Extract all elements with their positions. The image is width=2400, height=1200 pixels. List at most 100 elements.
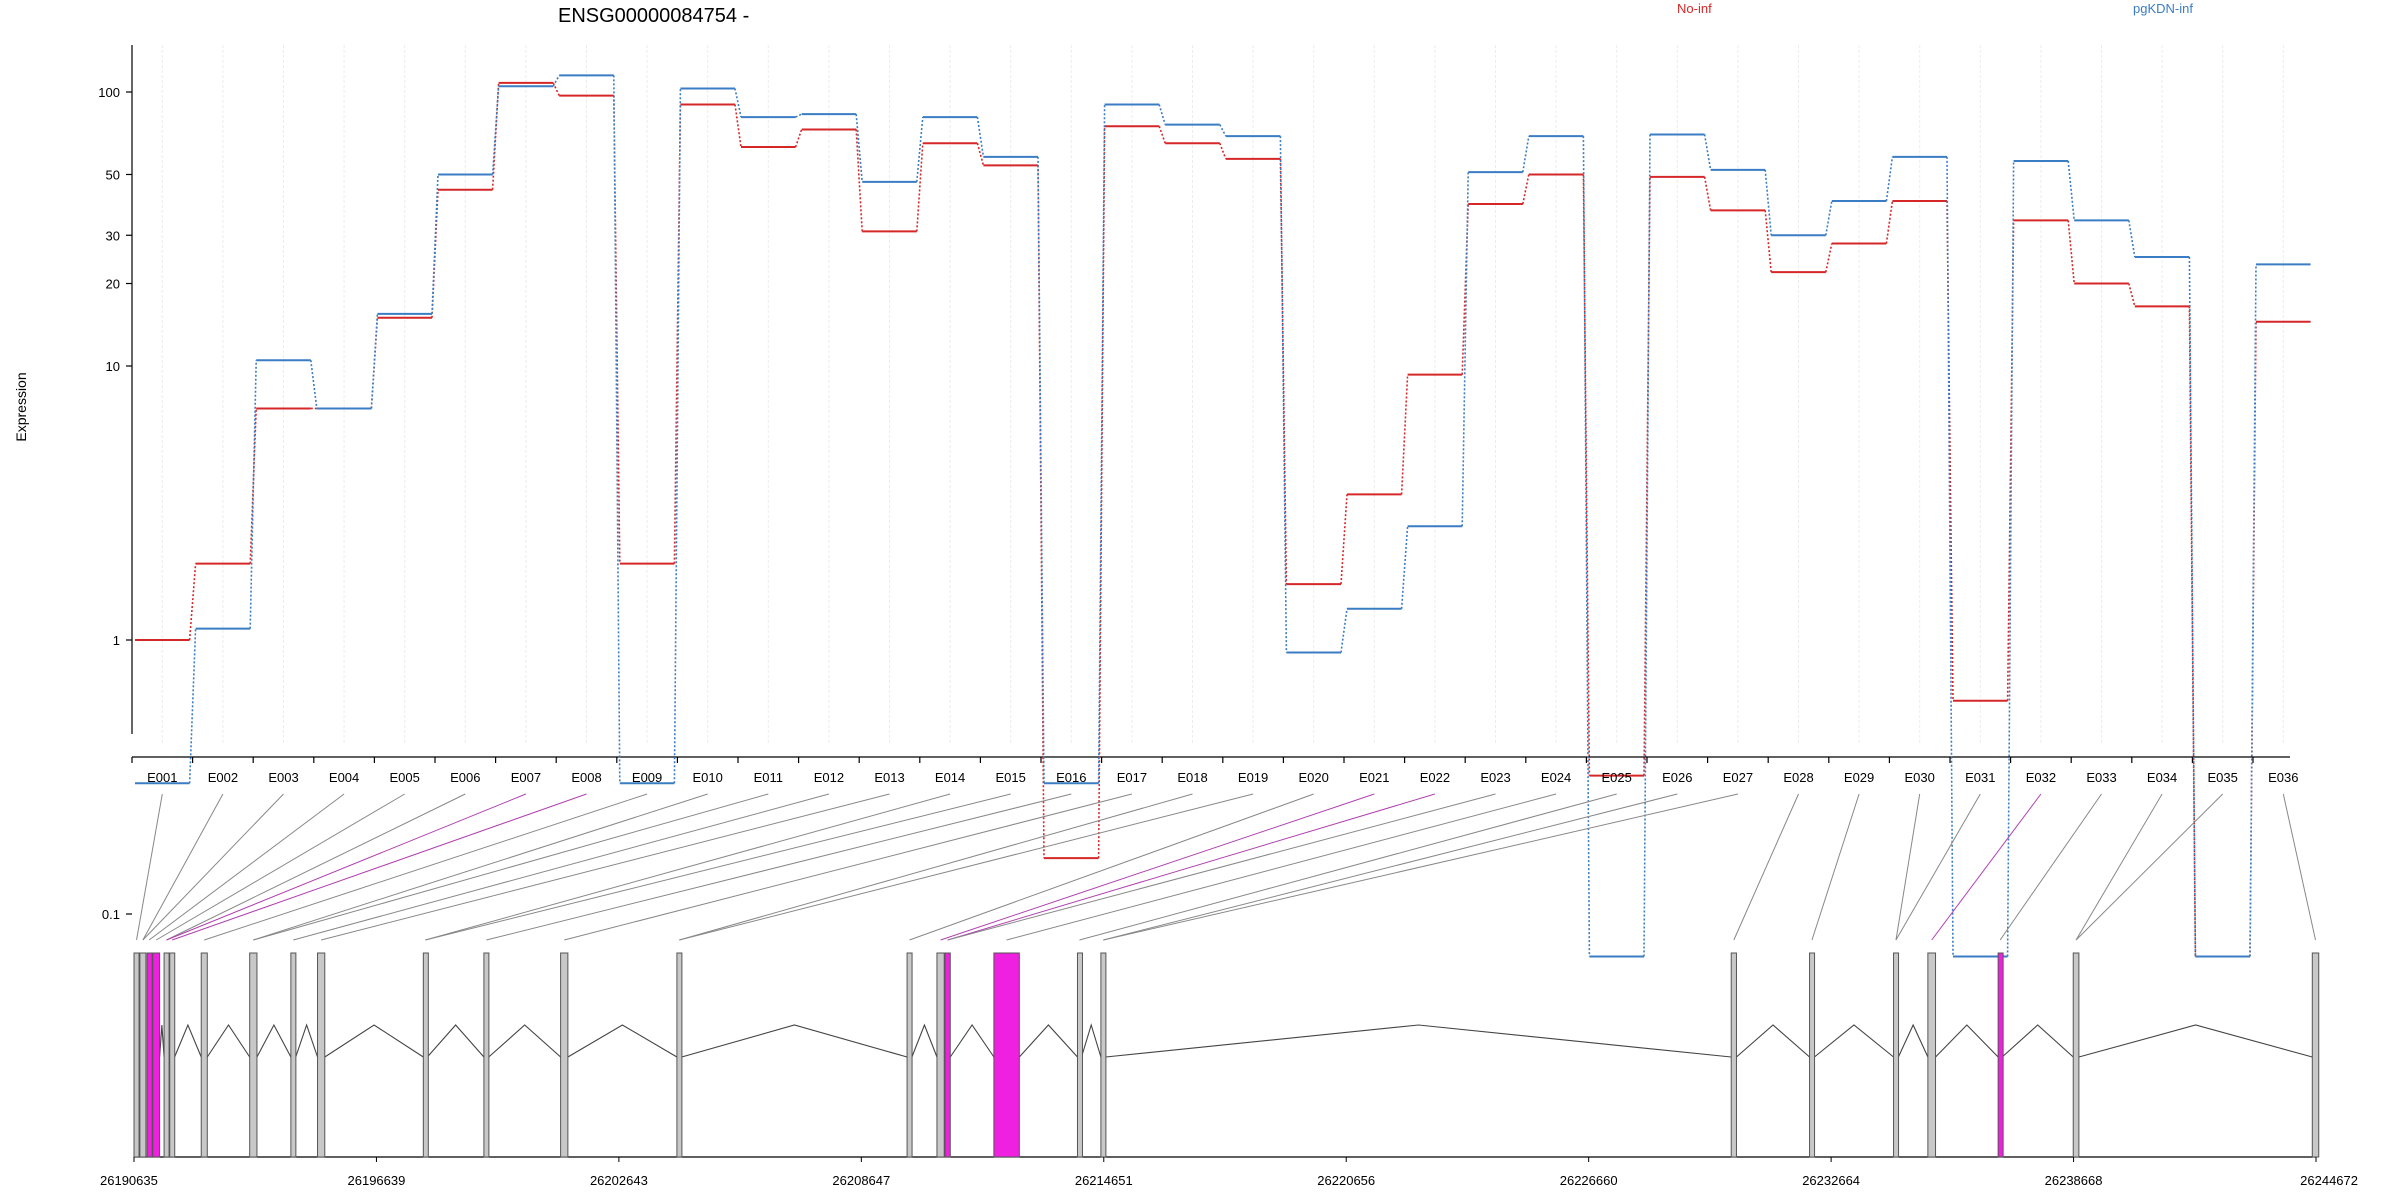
exon-block <box>139 952 147 1158</box>
plot-series <box>135 74 2311 958</box>
series-join <box>1946 156 1954 957</box>
exon-block <box>1809 952 1816 1158</box>
series-join <box>552 74 560 87</box>
exon-label: E021 <box>1359 770 1389 785</box>
series-join <box>1097 126 1106 859</box>
exon-block-highlight <box>944 952 951 1158</box>
exon-connectors <box>136 793 2317 941</box>
series-join <box>734 104 742 148</box>
exon-label: E006 <box>450 770 480 785</box>
series-join <box>1400 526 1409 609</box>
series-join <box>2128 283 2136 307</box>
series-join <box>794 129 803 148</box>
series-join <box>1825 200 1833 236</box>
series-join <box>1340 608 1348 653</box>
exon-label: E034 <box>2147 770 2177 785</box>
intron-line <box>206 1024 251 1058</box>
exon-label: E009 <box>632 770 662 785</box>
exon-label: E014 <box>935 770 965 785</box>
exon-connector <box>909 793 1314 941</box>
exon-block-highlight <box>146 952 153 1158</box>
exon-label: E001 <box>147 770 177 785</box>
series-join <box>795 113 802 118</box>
series-join <box>1219 124 1227 137</box>
exon-block <box>249 952 258 1158</box>
intron-line <box>2078 1024 2313 1058</box>
exon-connector <box>2075 793 2224 941</box>
series-join <box>1219 142 1227 160</box>
exon-label: E027 <box>1723 770 1753 785</box>
series-join <box>734 88 742 118</box>
intron-line <box>324 1024 424 1058</box>
exon-connector <box>486 793 1072 941</box>
exon-block <box>2311 952 2320 1158</box>
genomic-tick-label: 26238668 <box>2045 1173 2103 1188</box>
exon-connector <box>679 793 1254 941</box>
series-join <box>1703 134 1712 170</box>
series-join <box>1400 374 1409 495</box>
exon-connector <box>1999 793 2102 941</box>
genomic-tick-label: 26190635 <box>100 1173 158 1188</box>
series-join <box>2188 256 2197 957</box>
intron-line <box>1935 1024 1999 1058</box>
exon-label: E019 <box>1238 770 1268 785</box>
exon-connector <box>1103 793 1739 941</box>
exon-label: E017 <box>1117 770 1147 785</box>
y-tick-label: 30 <box>106 228 120 243</box>
exon-connector <box>1811 793 1860 941</box>
series-join <box>491 82 500 190</box>
series-join <box>1825 243 1833 273</box>
exon-block <box>1927 952 1937 1158</box>
exon-label: E002 <box>208 770 238 785</box>
series-no-inf <box>135 81 2311 958</box>
exon-connector <box>1079 793 1617 941</box>
exon-block <box>2072 952 2080 1158</box>
exon-label: E032 <box>2026 770 2056 785</box>
series-join <box>855 129 863 232</box>
exon-connector <box>947 793 1496 941</box>
exon-block <box>317 952 326 1158</box>
series-join <box>855 114 863 182</box>
y-tick-label: 0.1 <box>102 907 120 922</box>
intron-line <box>1018 1024 1078 1058</box>
exon-connector <box>1733 793 1799 941</box>
series-join <box>1764 169 1772 236</box>
exon-connector <box>142 793 284 941</box>
intron-line <box>1105 1024 1732 1058</box>
exon-label: E023 <box>1480 770 1510 785</box>
exon-connector <box>947 793 1436 941</box>
series-join <box>1461 172 1469 527</box>
series-join <box>1037 156 1045 784</box>
series-join <box>2067 160 2075 221</box>
genomic-axis: 26190635 26196639 26202643 26208647 26214651… <box>100 1157 2358 1188</box>
exon-block <box>133 952 140 1158</box>
series-join <box>1097 104 1106 784</box>
exon-label: E030 <box>1905 770 1935 785</box>
series-join <box>1703 176 1712 211</box>
exon-connector <box>142 793 224 941</box>
series-join <box>249 408 257 564</box>
exon-axis-labels: E001 E002 E003 E004 E005 E006 E007 E008 E009 E010… <box>147 770 2298 785</box>
exon-connector <box>253 793 769 941</box>
exon-connector <box>679 793 1193 941</box>
gene-model <box>133 952 2320 1158</box>
exon-label: E022 <box>1420 770 1450 785</box>
exon-block <box>1893 952 1900 1158</box>
series-join <box>1158 104 1166 125</box>
genomic-tick-label: 26202643 <box>590 1173 648 1188</box>
series-join <box>249 360 257 629</box>
genomic-tick-label: 26220656 <box>1317 1173 1375 1188</box>
y-tick-label: 10 <box>106 359 120 374</box>
intron-line <box>256 1023 292 1058</box>
exon-connector <box>204 793 648 941</box>
exon-label: E025 <box>1602 770 1632 785</box>
intron-line <box>567 1024 678 1058</box>
exon-connector <box>1931 793 2042 941</box>
intron-line <box>159 1024 165 1058</box>
exon-block <box>483 952 490 1158</box>
series-join <box>1885 200 1894 244</box>
exon-connector <box>136 793 163 941</box>
exon-block <box>936 952 945 1158</box>
exon-connector <box>2075 793 2163 941</box>
